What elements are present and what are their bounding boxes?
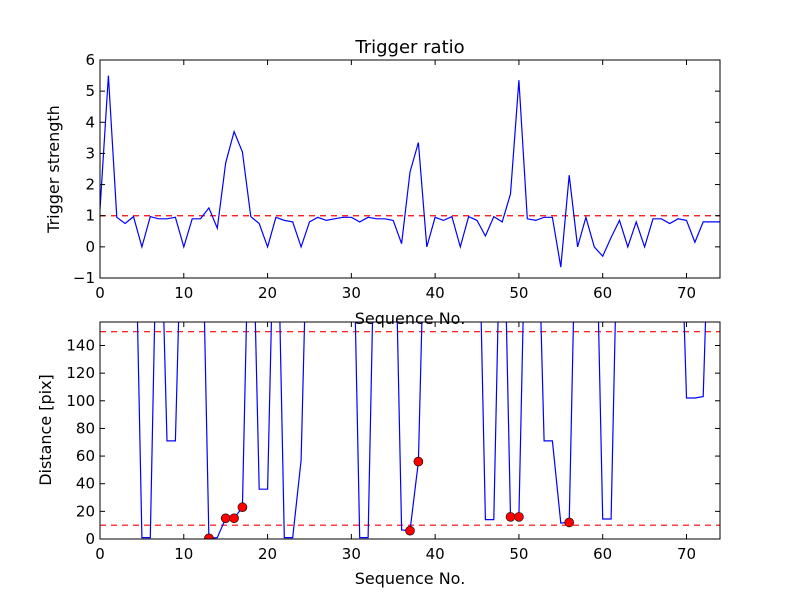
y-tick-label: 60 bbox=[76, 447, 95, 465]
y-tick-label: 3 bbox=[85, 144, 95, 162]
y-tick-label: 4 bbox=[85, 113, 95, 131]
marker-point bbox=[514, 512, 524, 522]
marker-point bbox=[204, 533, 214, 539]
axes-frame bbox=[99, 321, 721, 540]
y-tick-label: 100 bbox=[66, 392, 95, 410]
x-tick-label: 60 bbox=[593, 284, 612, 302]
x-tick-label: 50 bbox=[509, 284, 528, 302]
y-tick-label: 6 bbox=[85, 51, 95, 69]
y-tick-label: 0 bbox=[85, 530, 95, 548]
x-tick-label: 50 bbox=[509, 545, 528, 563]
x-tick-label: 30 bbox=[342, 284, 361, 302]
bottom-plot: 0 10 20 30 40 50 60 70 0 20 40 60 80 100 120 140 bbox=[66, 321, 721, 563]
x-tick-label: 0 bbox=[95, 284, 105, 302]
x-tick-label: 70 bbox=[677, 545, 696, 563]
x-tick-label: 20 bbox=[258, 284, 277, 302]
bottom-x-axis-label: Sequence No. bbox=[355, 569, 466, 588]
x-tick-label: 30 bbox=[342, 545, 361, 563]
top-x-axis-label: Sequence No. bbox=[355, 309, 466, 328]
x-tick-label: 40 bbox=[426, 284, 445, 302]
marker-point bbox=[505, 512, 516, 522]
x-tick-label: 40 bbox=[426, 545, 445, 563]
y-tick-label: 140 bbox=[66, 336, 95, 354]
y-tick-label: 120 bbox=[66, 364, 95, 382]
series-line bbox=[100, 75, 720, 268]
y-tick-label: 0 bbox=[85, 238, 95, 256]
bottom-y-axis-label: Distance [pix] bbox=[36, 374, 55, 486]
x-tick-label: 70 bbox=[677, 284, 696, 302]
x-tick-label: 0 bbox=[95, 545, 105, 563]
axes-frame bbox=[99, 59, 721, 279]
chart-title: Trigger ratio bbox=[354, 37, 464, 58]
x-tick-label: 10 bbox=[174, 284, 193, 302]
x-tick-label: 10 bbox=[174, 545, 193, 563]
y-tick-label: 40 bbox=[76, 475, 95, 493]
marker-point bbox=[220, 513, 231, 524]
x-tick-label: 20 bbox=[258, 545, 277, 563]
y-tick-label: 5 bbox=[85, 82, 95, 100]
marker-point bbox=[237, 502, 248, 513]
marker-point bbox=[413, 456, 424, 467]
marker-point bbox=[564, 517, 574, 528]
marker-point bbox=[229, 513, 239, 524]
x-tick-label: 60 bbox=[593, 545, 612, 563]
marker-point bbox=[405, 525, 415, 536]
y-tick-label: 20 bbox=[76, 502, 95, 520]
y-tick-label: 2 bbox=[85, 176, 95, 194]
y-tick-label: −1 bbox=[73, 269, 95, 287]
y-tick-label: 80 bbox=[76, 419, 95, 437]
y-tick-label: 1 bbox=[85, 207, 95, 225]
top-y-axis-label: Trigger strength bbox=[44, 105, 63, 234]
